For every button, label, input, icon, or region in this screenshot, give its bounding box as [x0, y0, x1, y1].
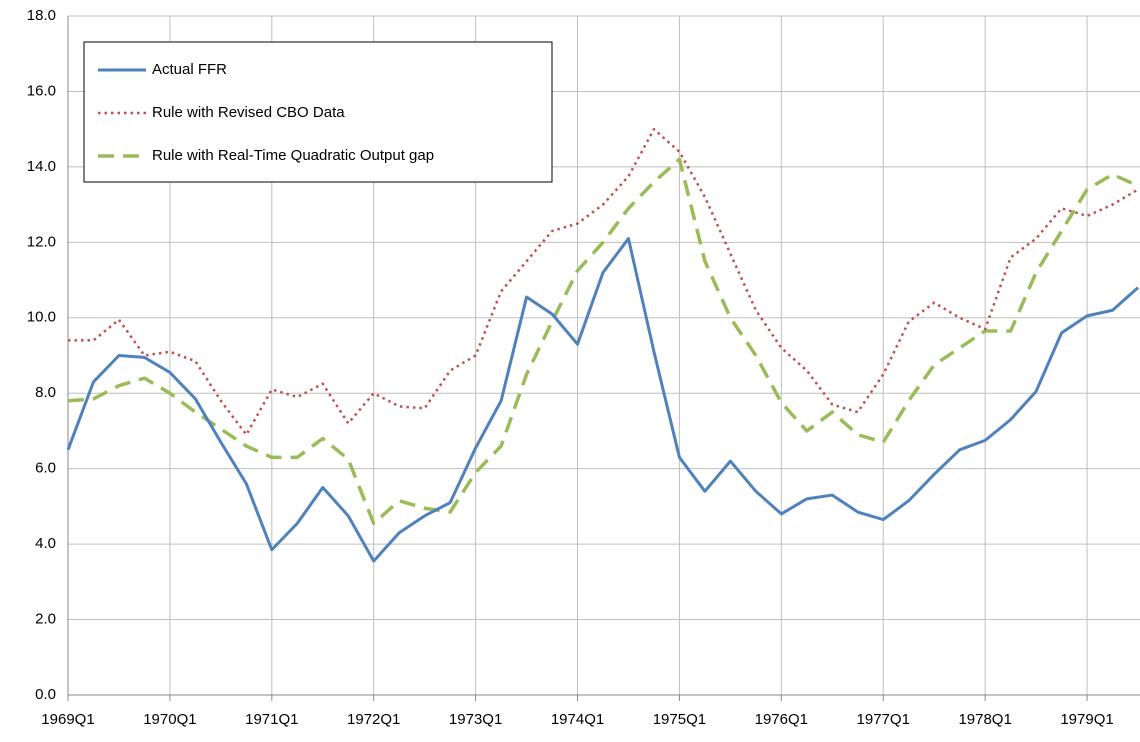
series-line [67, 157, 1139, 526]
x-tick-label: 1979Q1 [1060, 711, 1113, 728]
y-tick-label: 16.0 [27, 82, 56, 99]
x-tick-label: 1969Q1 [41, 711, 94, 728]
x-tick-label: 1973Q1 [449, 711, 502, 728]
y-tick-label: 0.0 [35, 686, 56, 703]
y-tick-label: 10.0 [27, 309, 56, 326]
x-tick-label: 1978Q1 [958, 711, 1011, 728]
series-line [68, 127, 1139, 436]
x-tick-label: 1977Q1 [857, 711, 910, 728]
x-tick-label: 1976Q1 [755, 711, 808, 728]
y-tick-label: 4.0 [35, 535, 56, 552]
y-tick-label: 12.0 [27, 233, 56, 250]
y-tick-label: 14.0 [27, 158, 56, 175]
x-tick-label: 1970Q1 [143, 711, 196, 728]
y-tick-label: 8.0 [35, 384, 56, 401]
legend-box [83, 41, 553, 183]
y-tick-label: 2.0 [35, 611, 56, 628]
series-line [66, 237, 1139, 563]
legend-label: Rule with Real-Time Quadratic Output gap [152, 147, 434, 164]
x-tick-label: 1972Q1 [347, 711, 400, 728]
x-tick-label: 1974Q1 [551, 711, 604, 728]
y-tick-label: 6.0 [35, 460, 56, 477]
legend-label: Rule with Revised CBO Data [152, 104, 345, 121]
x-tick-label: 1971Q1 [245, 711, 298, 728]
y-tick-label: 18.0 [27, 7, 56, 24]
legend-label: Actual FFR [152, 61, 227, 78]
x-tick-label: 1975Q1 [653, 711, 706, 728]
